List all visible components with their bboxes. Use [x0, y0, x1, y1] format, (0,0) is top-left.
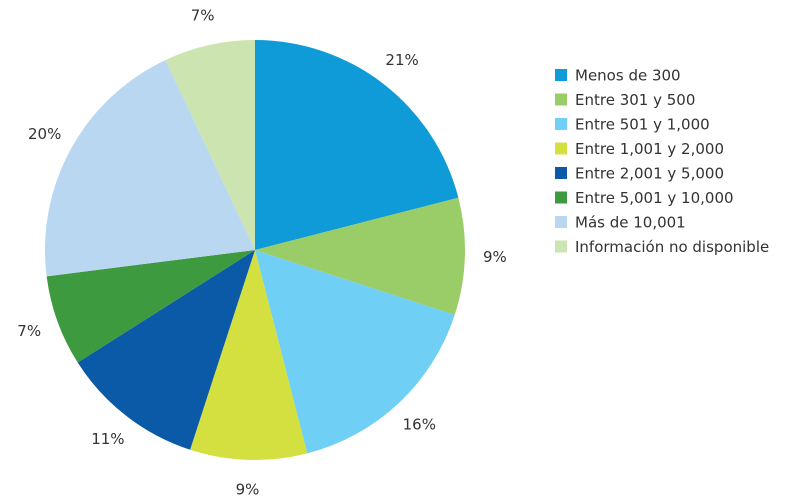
legend-swatch [555, 142, 567, 155]
pie-slice [255, 40, 459, 250]
legend-swatch [555, 93, 567, 106]
legend-swatch [555, 191, 567, 204]
pie-slice [46, 250, 255, 363]
legend-label: Menos de 300 [575, 67, 681, 85]
data-label: 20% [28, 125, 61, 143]
legend-label: Entre 2,001 y 5,000 [575, 165, 724, 183]
data-label: 9% [483, 248, 507, 266]
legend-swatch [555, 216, 567, 228]
legend-label: Entre 301 y 500 [575, 91, 695, 109]
legend-label: Entre 5,001 y 10,000 [575, 189, 734, 207]
legend-swatch [555, 69, 567, 81]
data-label: 21% [385, 51, 418, 69]
pie-slice [77, 250, 256, 450]
legend-swatch [555, 167, 567, 179]
data-label: 16% [403, 415, 436, 433]
legend-label: Más de 10,001 [575, 214, 686, 232]
data-label: 9% [236, 480, 260, 498]
pie-slice [44, 59, 255, 277]
legend-swatch [555, 240, 567, 253]
legend-label: Entre 1,001 y 2,000 [575, 140, 724, 158]
data-label: 7% [191, 6, 215, 24]
legend-swatch [555, 118, 567, 130]
data-label: 11% [91, 430, 124, 448]
pie-slice [165, 40, 255, 250]
pie-slice [255, 197, 465, 315]
pie-slice [255, 250, 455, 454]
legend-label: Entre 501 y 1,000 [575, 116, 710, 134]
legend-label: Información no disponible [575, 238, 769, 256]
pie-slice [190, 250, 308, 461]
data-label: 7% [17, 322, 41, 340]
